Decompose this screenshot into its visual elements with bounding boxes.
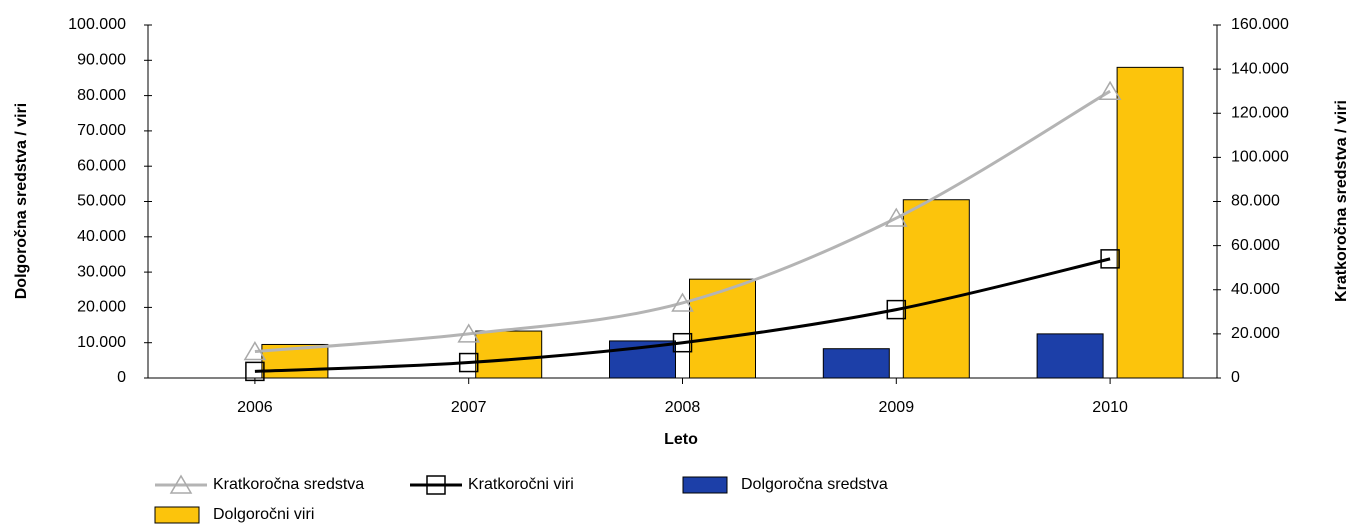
bar	[1116, 66, 1184, 379]
legend-swatch	[154, 506, 200, 524]
x-tick-label: 2007	[451, 399, 487, 416]
y2-tick-label: 80.000	[1231, 193, 1280, 210]
y-tick-label: 10.000	[77, 334, 126, 351]
legend-label: Dolgoročna sredstva	[741, 476, 888, 493]
y-tick-label: 0	[117, 369, 126, 386]
y-tick-label: 60.000	[77, 157, 126, 174]
y-tick-label: 30.000	[77, 263, 126, 280]
series-line	[254, 89, 1111, 354]
y-tick-label: 40.000	[77, 228, 126, 245]
y-axis-title: Dolgoročna sredstva / viri	[13, 103, 30, 300]
legend-label: Dolgoročni viri	[213, 506, 314, 523]
x-tick-label: 2006	[237, 399, 273, 416]
y-tick-label: 90.000	[77, 52, 126, 69]
legend-swatch	[682, 476, 728, 494]
legend-marker	[169, 474, 193, 494]
y-tick-label: 20.000	[77, 299, 126, 316]
y2-tick-label: 160.000	[1231, 16, 1289, 33]
series-line	[254, 257, 1111, 373]
y2-tick-label: 0	[1231, 369, 1240, 386]
line-marker	[243, 341, 267, 361]
line-marker	[458, 352, 479, 373]
bar	[822, 348, 890, 379]
line-marker	[245, 361, 265, 382]
line-marker	[671, 292, 694, 312]
y-tick-label: 100.000	[68, 16, 126, 33]
x-axis-title: Leto	[664, 431, 698, 448]
y2-tick-label: 60.000	[1231, 237, 1280, 254]
y-tick-label: 50.000	[77, 193, 126, 210]
bar	[475, 330, 543, 379]
line-marker	[672, 332, 693, 353]
x-tick-label: 2009	[879, 399, 915, 416]
bar	[1036, 333, 1104, 379]
line-marker	[1100, 249, 1120, 269]
line-marker	[886, 299, 907, 320]
bar	[902, 199, 970, 379]
y2-tick-label: 100.000	[1231, 149, 1289, 166]
line-marker	[457, 323, 481, 343]
x-tick-label: 2010	[1092, 399, 1128, 416]
legend-marker	[426, 475, 446, 495]
bar	[689, 278, 756, 379]
x-tick-label: 2008	[665, 399, 701, 416]
y-tick-label: 80.000	[77, 87, 126, 104]
legend-label: Kratkoročna sredstva	[213, 476, 364, 493]
y2-tick-label: 20.000	[1231, 325, 1280, 342]
y2-tick-label: 40.000	[1231, 281, 1280, 298]
y2-tick-label: 120.000	[1231, 104, 1289, 121]
line-marker	[884, 207, 908, 227]
y2-axis-title: Kratkoročna sredstva / viri	[1333, 100, 1350, 302]
line-marker	[1098, 80, 1122, 100]
y-tick-label: 70.000	[77, 122, 126, 139]
legend-label: Kratkoročni viri	[468, 476, 574, 493]
y2-tick-label: 140.000	[1231, 60, 1289, 77]
